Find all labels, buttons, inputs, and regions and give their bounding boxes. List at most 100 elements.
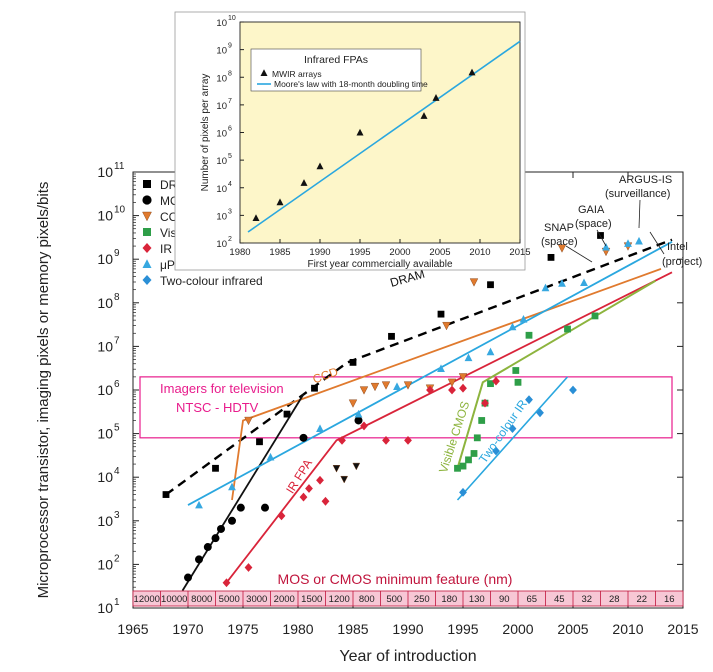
legend-marker [142, 275, 152, 285]
data-point [382, 435, 390, 445]
data-point [162, 491, 170, 498]
x-tick-label: 1965 [117, 621, 148, 637]
data-point [487, 380, 494, 388]
inset-y-tick-exponent: 4 [228, 181, 232, 188]
data-point [338, 435, 346, 445]
feature-cell: 1500 [301, 594, 322, 605]
feature-cell: 45 [554, 594, 565, 605]
feature-cell: 12000 [134, 594, 160, 605]
data-point [316, 424, 324, 433]
y-tick-label: 10 [97, 426, 113, 442]
data-point [244, 416, 253, 426]
trend-line [165, 238, 673, 496]
y-tick-label: 10 [97, 338, 113, 354]
feature-cell: 16 [664, 594, 675, 605]
data-point [481, 398, 489, 408]
y-tick-label: 10 [97, 513, 113, 529]
data-point [299, 492, 308, 502]
data-point [211, 534, 220, 543]
callout-label: (space) [541, 236, 578, 248]
legend-marker [143, 180, 151, 188]
trend-line [456, 376, 569, 501]
inset-data-point [316, 162, 324, 170]
inset-y-tick-exponent: 8 [228, 70, 232, 77]
data-point [514, 378, 522, 386]
data-point [283, 410, 291, 418]
feature-cell: 500 [386, 594, 402, 605]
data-point [348, 399, 358, 408]
inset-y-tick-exponent: 9 [228, 43, 232, 50]
data-point [359, 386, 369, 395]
feature-cell: 22 [636, 594, 647, 605]
data-point [228, 482, 236, 491]
data-point [442, 321, 451, 331]
tv-box-title: Imagers for television [160, 381, 284, 396]
data-point [470, 450, 478, 457]
data-point [236, 503, 245, 512]
data-point [316, 475, 324, 485]
inset-data-point [356, 128, 364, 136]
inset-y-axis-label: Number of pixels per array [200, 74, 211, 192]
inset-y-tick-label: 10 [216, 184, 227, 195]
feature-cell: 2000 [274, 594, 295, 605]
y-tick-label: 10 [97, 295, 113, 311]
data-point [464, 353, 473, 362]
data-point [388, 332, 395, 340]
data-point [478, 417, 486, 424]
data-point [354, 409, 363, 418]
data-point [352, 462, 361, 471]
data-point [195, 500, 203, 509]
legend-label: Two-colour infrared [160, 274, 263, 288]
data-point [244, 563, 253, 572]
data-point [228, 516, 236, 525]
data-point [203, 543, 212, 552]
y-tick-label: 10 [97, 556, 113, 572]
data-point [349, 358, 357, 366]
data-point [354, 416, 363, 425]
inset-y-tick-label: 10 [216, 18, 227, 29]
data-point [266, 452, 275, 461]
inset-y-tick-exponent: 2 [228, 236, 232, 243]
data-point [459, 383, 467, 393]
x-axis-label: Year of introduction [339, 648, 476, 665]
data-point [459, 487, 467, 497]
data-point [569, 385, 577, 395]
data-point [459, 462, 467, 470]
feature-cell: 10000 [161, 594, 187, 605]
data-point [299, 433, 308, 442]
inset-y-tick-exponent: 10 [228, 15, 236, 22]
x-tick-label: 1975 [227, 621, 258, 637]
inset-x-tick-label: 1980 [229, 247, 250, 258]
inset-data-point [432, 94, 440, 101]
inset-y-tick-exponent: 6 [228, 126, 232, 133]
inset-x-tick-label: 2010 [469, 247, 490, 258]
data-point [403, 381, 413, 390]
feature-cell: 3000 [246, 594, 267, 605]
inset-y-tick-exponent: 3 [228, 208, 232, 215]
inset-y-tick-label: 10 [216, 156, 227, 167]
inset-x-tick-label: 2000 [389, 247, 410, 258]
inset-y-tick-label: 10 [216, 101, 227, 112]
data-point [393, 382, 401, 390]
inset-y-tick-label: 10 [216, 211, 227, 222]
inset-data-point [252, 214, 260, 222]
y-tick-exponent: 10 [114, 205, 126, 216]
data-point [454, 464, 461, 472]
callouts: ARGUS-IS(surveillance)GAIA(space)SNAP(sp… [541, 174, 702, 268]
inset-x-tick-label: 1985 [269, 247, 290, 258]
data-point [195, 555, 203, 564]
legend-marker [142, 195, 152, 205]
data-point [487, 281, 494, 289]
y-tick-exponent: 3 [114, 510, 120, 521]
data-point [437, 364, 445, 372]
legend-marker [142, 211, 152, 222]
y-tick-label: 10 [97, 251, 113, 267]
callout-label: Intel [667, 241, 688, 253]
main-axes: 1965 1970 1975 1980 1985 1990 1995 2000 2005 2010… [97, 161, 698, 637]
data-point [212, 464, 219, 472]
data-point [305, 484, 313, 493]
inset-y-tick-label: 10 [216, 46, 227, 57]
feature-cell: 28 [609, 594, 620, 605]
callout-label: GAIA [578, 204, 605, 216]
